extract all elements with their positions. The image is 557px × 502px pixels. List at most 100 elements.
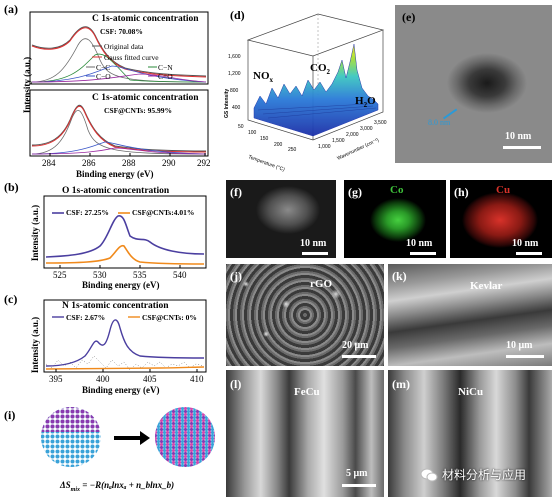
panel-a-top-co [31,65,207,83]
panel-d-co2-label: CO2 [310,62,330,77]
panel-c-cnts-curve [45,366,205,370]
panel-k-label: (k) [392,269,407,283]
panel-a-legend-fit: Gauss fitted curve [104,53,159,62]
panel-h-scale-text: 10 nm [512,238,539,249]
panel-a-top-value: CSF: 70.08% [100,27,143,36]
panel-j-scale-text: 20 μm [342,340,369,351]
panel-l-scale-text: 5 μm [346,468,368,479]
panel-a-legend-cdo: C=O [158,72,173,81]
panel-a-bottom-value: CSF@CNTs: 95.99% [104,106,172,115]
wechat-icon [420,468,438,481]
panel-a-top-title: C 1s-atomic concentration [92,14,199,24]
panel-h-cu-map [450,180,552,258]
panel-b-xtick-0: 525 [53,270,67,280]
panel-e-label: (e) [402,10,416,24]
panel-e-scale-text: 10 nm [505,131,532,142]
panel-a-legend-cn: C−N [158,63,173,72]
panel-d-label: (d) [230,8,245,22]
panel-d-surface: 1,600 1,200 800 400 50 100 150 200 250 1… [224,13,387,173]
panel-g-co-map [344,180,446,258]
panel-j-scale-bar [342,355,376,358]
panel-b-legend-csf: CSF: 27.25% [66,208,109,217]
panel-b-title: O 1s-atomic concentration [62,186,170,196]
panel-l-scale-bar [342,484,376,487]
panel-a-label: (a) [4,2,18,16]
panel-d-wn-tick-2: 2,000 [346,132,359,138]
panel-m-name: NiCu [458,386,484,398]
panel-c-plot [43,299,207,373]
panel-a-ylabel: Intensity (a.u.) [22,56,32,114]
panel-a-top-cc [31,38,207,83]
panel-b-plot [43,195,207,269]
panel-f-haadf-image [226,180,336,258]
panel-a-bottom-cc [31,109,207,155]
panel-b-xlabel: Binding energy (eV) [82,280,160,290]
panel-a-xtick-2: 288 [122,158,136,168]
panel-a-top-frame [29,11,209,85]
panel-c-csf-curve [45,319,205,367]
panel-a-bottom-co [31,141,207,155]
panel-d-left-tick-2: 800 [230,88,239,94]
panel-d-left-tick-3: 400 [232,105,241,111]
panel-a-legend-cc: C−C [96,63,111,72]
panel-a-legend-original: Original data [104,42,144,51]
panel-d-temp-tick-2: 150 [260,136,269,142]
watermark: 材料分析与应用 [420,466,526,483]
panel-d-temp-tick-3: 200 [274,142,283,148]
panel-b-label: (b) [4,180,19,194]
panel-h-label: (h) [454,185,469,199]
panel-k-scale-text: 10 μm [506,340,533,351]
panel-d-ylabel: Temperature (°C) [247,154,285,173]
panel-g-scale-text: 10 nm [406,238,433,249]
watermark-text: 材料分析与应用 [442,468,527,482]
panel-b-xtick-1: 530 [93,270,107,280]
panel-e-measure: 8.0 nm [428,118,451,127]
panel-m-label: (m) [392,377,410,391]
panel-d-wn-tick-3: 3,000 [360,126,373,132]
panel-c-label: (c) [4,292,18,306]
panel-d-left-tick-1: 1,200 [228,71,241,77]
panel-c-xtick-3: 410 [190,374,204,384]
panel-a-bottom-cdo [31,147,207,155]
gs-surface [253,43,379,137]
panel-f-scale-bar [302,252,328,255]
segregated-sphere [41,407,101,467]
panel-d-wn-tick-0: 1,000 [318,144,331,150]
panel-j-label: (j) [230,269,242,283]
panel-l-label: (l) [230,377,242,391]
panel-d-left-tick-0: 1,600 [228,54,241,60]
panel-d-temp-tick-4: 250 [288,147,297,153]
panel-c-xtick-0: 395 [49,374,63,384]
panel-b-cnts-curve [45,244,205,265]
panel-g-scale-bar [410,252,436,255]
panel-c-legend-cnts: CSF@CNTs: 0% [142,313,197,322]
panel-a-bottom-title: C 1s-atomic concentration [92,93,199,103]
panel-j-rgo-sem [226,264,384,366]
arrow-icon [114,431,150,445]
panel-a-top-fit [31,27,207,78]
panel-a-xtick-1: 286 [82,158,96,168]
panel-a-bottom-frame [29,89,209,157]
panel-l-fecu-sem [226,370,384,497]
panel-b-csf-curve [45,215,205,258]
panel-a-bottom-fit [31,105,207,153]
panel-g-label: (g) [348,185,362,199]
panel-k-name: Kevlar [470,280,503,292]
panel-a-xtick-3: 290 [162,158,176,168]
panel-c-noise [45,355,205,371]
panel-d-no-label: NOx [253,70,273,85]
panel-k-kevlar-sem [388,264,552,366]
panel-h-element: Cu [496,184,511,196]
panel-f-label: (f) [230,185,242,199]
mixed-sphere [155,407,215,467]
panel-f-scale-text: 10 nm [300,238,327,249]
panel-d-temp-tick-1: 100 [248,130,257,136]
panel-m-nicu-sem [388,370,552,497]
panel-a-top-cn [31,53,207,83]
panel-g-element: Co [390,184,404,196]
panel-a-xlabel: Binding energy (eV) [76,169,154,179]
panel-d-temp-tick-0: 50 [238,124,244,130]
panel-a-xtick-4: 292 [197,158,211,168]
panel-b-xtick-2: 535 [133,270,147,280]
panel-e-tem-image [395,5,552,163]
